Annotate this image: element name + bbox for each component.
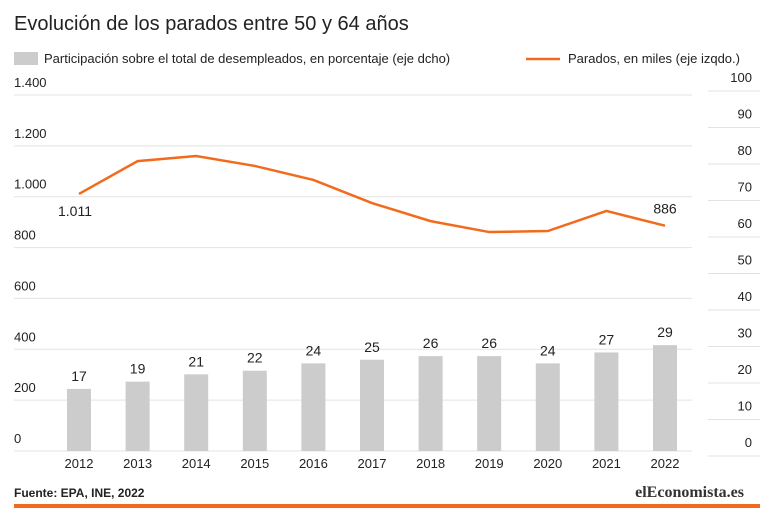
bar-value-label: 26 xyxy=(423,335,439,351)
x-tick-label: 2021 xyxy=(592,456,621,471)
x-tick-label: 2017 xyxy=(358,456,387,471)
bar xyxy=(301,363,326,451)
bar xyxy=(418,356,443,451)
y2-tick-label: 90 xyxy=(738,107,752,122)
y2-tick-label: 40 xyxy=(738,289,752,304)
y-tick-label: 200 xyxy=(14,380,36,395)
y-tick-label: 1.400 xyxy=(14,75,47,90)
bar-value-label: 21 xyxy=(188,353,204,369)
x-tick-label: 2014 xyxy=(182,456,211,471)
bar-value-label: 26 xyxy=(481,335,497,351)
bar xyxy=(184,374,209,451)
x-tick-label: 2022 xyxy=(651,456,680,471)
bar-value-label: 24 xyxy=(540,342,556,358)
y-tick-label: 0 xyxy=(14,431,21,446)
bar xyxy=(535,363,560,451)
line xyxy=(78,154,666,234)
x-tick-label: 2016 xyxy=(299,456,328,471)
bar-value-label: 25 xyxy=(364,339,380,355)
y-tick-label: 1.000 xyxy=(14,177,47,192)
y2-tick-label: 100 xyxy=(730,70,752,85)
source: Fuente: EPA, INE, 2022 xyxy=(14,486,145,500)
bar-value-label: 17 xyxy=(71,368,87,384)
bar xyxy=(477,356,502,451)
bar-value-label: 19 xyxy=(130,361,146,377)
bar xyxy=(360,359,384,451)
y2-tick-label: 20 xyxy=(738,362,752,377)
bar xyxy=(125,381,150,451)
y-tick-label: 800 xyxy=(14,228,36,243)
x-tick-label: 2020 xyxy=(533,456,562,471)
x-tick-label: 2019 xyxy=(475,456,504,471)
y2-tick-label: 80 xyxy=(738,143,752,158)
y2-tick-label: 60 xyxy=(738,216,752,231)
bar-value-label: 22 xyxy=(247,350,263,366)
bar-value-label: 29 xyxy=(657,324,673,340)
bar-value-label: 27 xyxy=(599,331,615,347)
y2-tick-label: 30 xyxy=(738,326,752,341)
bar xyxy=(653,345,677,451)
y-tick-label: 1.200 xyxy=(14,126,47,141)
y2-tick-label: 70 xyxy=(738,180,752,195)
bar xyxy=(594,352,619,451)
x-tick-label: 2013 xyxy=(123,456,152,471)
y-tick-label: 400 xyxy=(14,329,36,344)
y2-tick-label: 10 xyxy=(738,399,752,414)
x-tick-label: 2018 xyxy=(416,456,445,471)
footer-bar xyxy=(14,504,760,508)
bar-value-label: 24 xyxy=(306,342,322,358)
line-value-label: 886 xyxy=(653,201,677,217)
x-tick-label: 2015 xyxy=(240,456,269,471)
bar xyxy=(67,388,91,451)
legend-label: Parados, en miles (eje izqdo.) xyxy=(568,51,740,66)
line-value-label: 1.011 xyxy=(58,203,92,219)
legend-label: Participación sobre el total de desemple… xyxy=(44,51,450,66)
x-tick-label: 2012 xyxy=(65,456,94,471)
y2-tick-label: 50 xyxy=(738,253,752,268)
legend-swatch xyxy=(14,52,38,65)
y2-tick-label: 0 xyxy=(745,435,752,450)
chart-title: Evolución de los parados entre 50 y 64 a… xyxy=(14,13,409,35)
y-tick-label: 600 xyxy=(14,278,36,293)
logo: elEconomista.es xyxy=(635,484,744,501)
bar xyxy=(242,370,267,451)
